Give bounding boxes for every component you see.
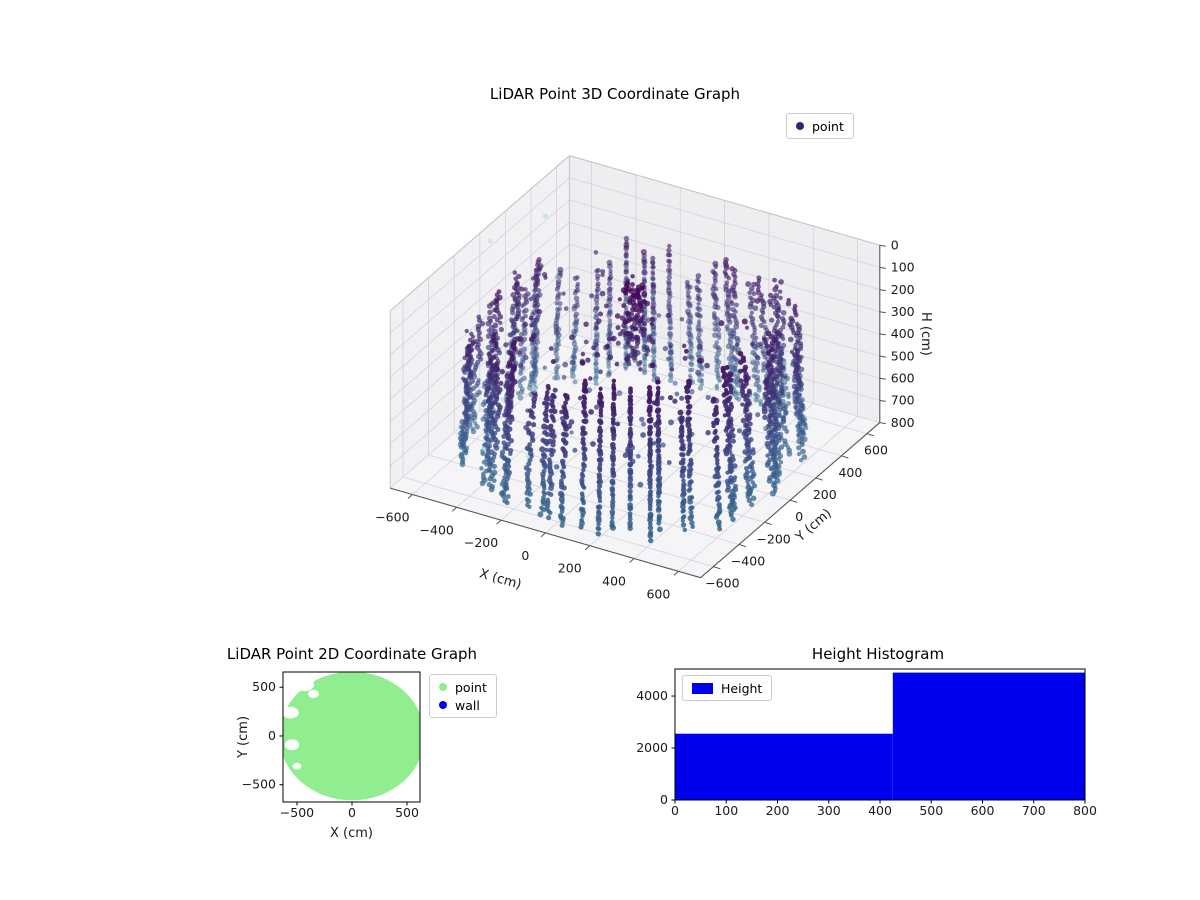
legend-label-point2d: point xyxy=(455,679,487,695)
svg-text:−500: −500 xyxy=(242,777,276,792)
svg-text:700: 700 xyxy=(1022,803,1046,818)
legend-entry-point2d: point xyxy=(439,678,487,696)
svg-text:100: 100 xyxy=(714,803,738,818)
histogram-bars xyxy=(675,672,1085,800)
svg-text:−200: −200 xyxy=(464,535,498,550)
plot2d-point-region xyxy=(283,672,420,801)
svg-text:800: 800 xyxy=(1073,803,1097,818)
svg-text:−200: −200 xyxy=(756,531,790,546)
svg-text:500: 500 xyxy=(919,803,943,818)
svg-text:300: 300 xyxy=(891,304,915,319)
svg-text:−600: −600 xyxy=(705,576,739,591)
svg-text:500: 500 xyxy=(395,805,419,820)
legend-marker-point2d-icon xyxy=(439,683,447,691)
legend-entry-height: Height xyxy=(692,679,762,697)
svg-text:Y (cm): Y (cm) xyxy=(236,716,251,759)
legend-label-wall2d: wall xyxy=(455,697,480,713)
histogram-title: Height Histogram xyxy=(811,645,945,663)
svg-text:600: 600 xyxy=(864,443,888,458)
svg-text:0: 0 xyxy=(268,728,276,743)
svg-text:X (cm): X (cm) xyxy=(330,826,373,841)
svg-text:4000: 4000 xyxy=(636,688,668,703)
svg-text:500: 500 xyxy=(891,348,915,363)
plot3d-title: LiDAR Point 3D Coordinate Graph xyxy=(489,85,741,103)
legend-label-point3d: point xyxy=(812,118,844,134)
svg-text:800: 800 xyxy=(891,415,915,430)
svg-text:200: 200 xyxy=(813,487,837,502)
svg-text:0: 0 xyxy=(795,509,803,524)
svg-text:H (cm): H (cm) xyxy=(918,312,933,356)
svg-text:200: 200 xyxy=(558,561,582,576)
svg-text:−400: −400 xyxy=(420,522,454,537)
svg-text:200: 200 xyxy=(891,282,915,297)
svg-text:200: 200 xyxy=(766,803,790,818)
svg-text:400: 400 xyxy=(602,574,626,589)
svg-text:0: 0 xyxy=(891,237,899,252)
plot3d-axes: −600−400−2000200400600−600−400−200020040… xyxy=(375,155,933,601)
svg-text:−600: −600 xyxy=(375,510,409,525)
plot2d-title: LiDAR Point 2D Coordinate Graph xyxy=(226,645,478,663)
svg-text:400: 400 xyxy=(868,803,892,818)
svg-text:600: 600 xyxy=(891,370,915,385)
legend-swatch-height-icon xyxy=(692,682,713,694)
svg-text:300: 300 xyxy=(817,803,841,818)
svg-text:0: 0 xyxy=(348,805,356,820)
legend-entry-point3d: point xyxy=(796,117,844,135)
histogram-axes: 0 100 200 300 400 500 600 700 800 0 2000 4000 xyxy=(636,668,1097,818)
svg-text:0: 0 xyxy=(521,548,529,563)
legend-entry-wall2d: wall xyxy=(439,696,487,714)
legend-marker-point3d-icon xyxy=(796,122,804,130)
svg-text:−500: −500 xyxy=(280,805,314,820)
svg-text:400: 400 xyxy=(891,326,915,341)
svg-text:−400: −400 xyxy=(731,553,765,568)
plot2d-legend: point wall xyxy=(429,674,497,718)
svg-text:400: 400 xyxy=(838,465,862,480)
plot2d-axes: −500 0 500 −500 0 500 X (cm) Y (cm) xyxy=(236,671,421,841)
legend-label-height: Height xyxy=(721,680,763,696)
svg-text:100: 100 xyxy=(891,260,915,275)
svg-text:2000: 2000 xyxy=(636,740,668,755)
svg-text:500: 500 xyxy=(252,679,276,694)
histogram-legend: Height xyxy=(682,675,773,701)
legend-marker-wall2d-icon xyxy=(439,701,447,709)
svg-text:0: 0 xyxy=(660,792,668,807)
svg-text:0: 0 xyxy=(671,803,679,818)
svg-text:600: 600 xyxy=(646,586,670,601)
svg-text:700: 700 xyxy=(891,393,915,408)
plot3d-points xyxy=(457,213,809,544)
svg-text:X (cm): X (cm) xyxy=(478,566,523,592)
svg-text:600: 600 xyxy=(971,803,995,818)
plot3d-legend: point xyxy=(786,113,854,139)
